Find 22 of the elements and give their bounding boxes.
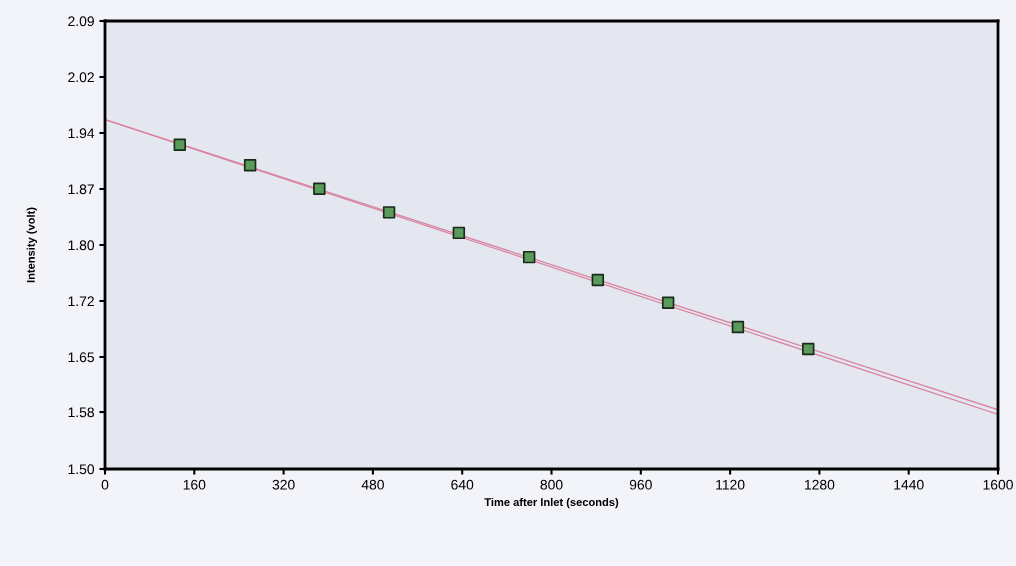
y-tick-label: 1.50 — [68, 464, 95, 475]
x-tick-label: 0 — [101, 479, 109, 490]
y-tick-label: 1.65 — [68, 352, 94, 363]
x-tick-label: 640 — [451, 479, 474, 490]
x-tick-label: 1600 — [983, 479, 1013, 490]
y-tick-label: 1.58 — [68, 407, 94, 418]
y-tick-label: 1.94 — [68, 128, 95, 139]
x-tick-label: 1120 — [716, 479, 745, 490]
x-axis-title: Time after Inlet (seconds) — [484, 497, 619, 509]
y-tick-label: 1.80 — [68, 240, 95, 251]
y-axis-title: Intensity (volt) — [26, 207, 37, 283]
x-tick-label: 960 — [629, 479, 652, 490]
y-tick-label: 1.87 — [68, 184, 94, 195]
x-tick-label: 480 — [361, 479, 384, 490]
x-tick-label: 160 — [183, 479, 206, 490]
x-tick-label: 1280 — [805, 479, 835, 490]
y-tick-label: 1.72 — [68, 296, 94, 307]
x-tick-label: 800 — [540, 479, 563, 490]
x-tick-label: 320 — [272, 479, 295, 490]
y-tick-label: 2.02 — [68, 72, 94, 83]
y-tick-label: 2.09 — [68, 16, 94, 27]
x-tick-label: 1440 — [894, 479, 924, 490]
